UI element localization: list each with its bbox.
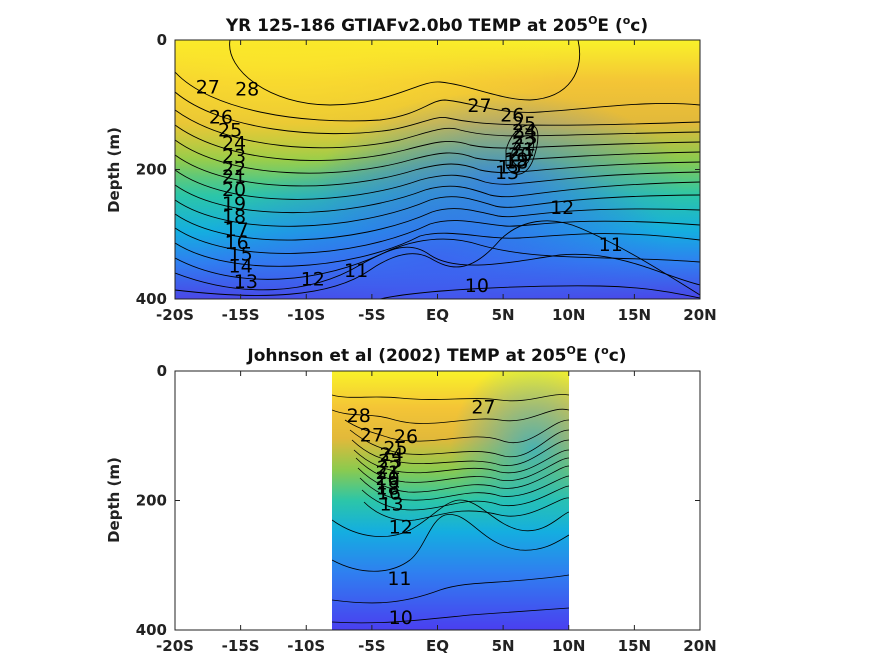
bottom-temperature-section: Johnson et al (2002) TEMP at 205OE (oc)	[105, 344, 717, 655]
contour-label: 11	[599, 234, 623, 256]
top-temperature-section: YR 125-186 GTIAFv2.0b0 TEMP at 205OE (oc…	[105, 14, 717, 324]
y-axis: 0 200 400	[136, 31, 700, 308]
x-tick-label: 10N	[552, 306, 585, 324]
x-tick-label: -10S	[287, 306, 325, 324]
contour-label: 22	[377, 457, 401, 479]
contour-label: 26	[394, 426, 418, 448]
contour-label: 18	[222, 206, 246, 228]
contour-label: 13	[379, 494, 403, 516]
x-tick-label: 15N	[618, 306, 651, 324]
contour-label: 12	[301, 268, 325, 290]
isotherms	[332, 394, 569, 624]
contour-label: 19	[222, 193, 246, 215]
contour-label: 21	[222, 166, 246, 188]
contour-label: 10	[389, 607, 413, 629]
contour-label: 15	[498, 156, 522, 178]
contour-label: 24	[379, 444, 403, 466]
x-tick-label: 20N	[683, 306, 716, 324]
contour-label: 13	[234, 271, 258, 293]
x-tick-label: 5N	[492, 306, 515, 324]
contour-label: 25	[218, 119, 242, 141]
contour-label: 19	[504, 149, 528, 171]
contour-label: 11	[344, 260, 368, 282]
x-tick-label: 20N	[683, 637, 716, 655]
y-axis: 0 200 400	[136, 362, 700, 639]
contour-label: 18	[376, 478, 400, 500]
x-tick-label: -15S	[222, 637, 260, 655]
y-axis-label: Depth (m)	[105, 127, 123, 213]
temperature-field	[332, 371, 569, 630]
x-tick-label: 5N	[492, 637, 515, 655]
x-tick-label: -5S	[358, 306, 385, 324]
contour-label: 13	[495, 162, 519, 184]
contour-label: 21	[511, 139, 535, 161]
contour-label: 27	[471, 397, 495, 419]
contour-label: 16	[377, 483, 401, 505]
contour-label: 17	[225, 219, 249, 241]
y-tick-label: 200	[136, 161, 167, 179]
isotherms	[175, 40, 700, 299]
y-tick-label: 400	[136, 290, 167, 308]
contour-label: 21	[376, 462, 400, 484]
contour-label: 20	[222, 179, 246, 201]
chart-title: YR 125-186 GTIAFv2.0b0 TEMP at 205OE (oc…	[225, 14, 648, 36]
x-tick-label: -20S	[156, 637, 194, 655]
chart-title: Johnson et al (2002) TEMP at 205OE (oc)	[246, 344, 626, 366]
contour-label: 20	[376, 468, 400, 490]
x-tick-label: EQ	[426, 306, 449, 324]
contour-label: 22	[222, 158, 246, 180]
x-tick-label: -5S	[358, 637, 385, 655]
x-axis: -20S -15S -10S -5S EQ 5N 10N 15N 20N	[156, 371, 717, 655]
contour-label: 27	[360, 424, 384, 446]
x-tick-label: 15N	[618, 637, 651, 655]
contour-label: 26	[209, 106, 233, 128]
contour-label: 23	[222, 145, 246, 167]
contour-label: 23	[513, 127, 537, 149]
contour-label: 20	[508, 144, 532, 166]
contour-label: 26	[500, 104, 524, 126]
contour-label: 28	[235, 79, 259, 101]
contour-label: 25	[512, 113, 536, 135]
y-tick-label: 0	[157, 31, 167, 49]
contour-label: 25	[383, 437, 407, 459]
x-tick-label: 10N	[552, 637, 585, 655]
contour-label: 24	[512, 121, 536, 143]
y-tick-label: 400	[136, 621, 167, 639]
contour-label: 27	[467, 95, 491, 117]
y-axis-label: Depth (m)	[105, 457, 123, 543]
contour-label: 10	[465, 275, 489, 297]
x-tick-label: -15S	[222, 306, 260, 324]
y-tick-label: 200	[136, 492, 167, 510]
contour-label: 19	[376, 472, 400, 494]
temperature-field	[175, 40, 700, 299]
x-axis: -20S -15S -10S -5S EQ 5N 10N 15N 20N	[156, 40, 717, 324]
contour-label: 12	[550, 197, 574, 219]
contour-label: 11	[387, 568, 411, 590]
contour-label: 23	[378, 450, 402, 472]
contour-label: 12	[389, 516, 413, 538]
contour-label: 15	[229, 244, 253, 266]
x-tick-label: EQ	[426, 637, 449, 655]
x-tick-label: -20S	[156, 306, 194, 324]
x-tick-label: -10S	[287, 637, 325, 655]
contour-label: 27	[196, 77, 220, 99]
contour-label: 22	[512, 134, 536, 156]
contour-label: 16	[225, 232, 249, 254]
contour-label: 14	[229, 255, 253, 277]
contour-label: 24	[222, 132, 246, 154]
y-tick-label: 0	[157, 362, 167, 380]
contour-label: 18	[504, 152, 528, 174]
contour-label: 28	[347, 405, 371, 427]
